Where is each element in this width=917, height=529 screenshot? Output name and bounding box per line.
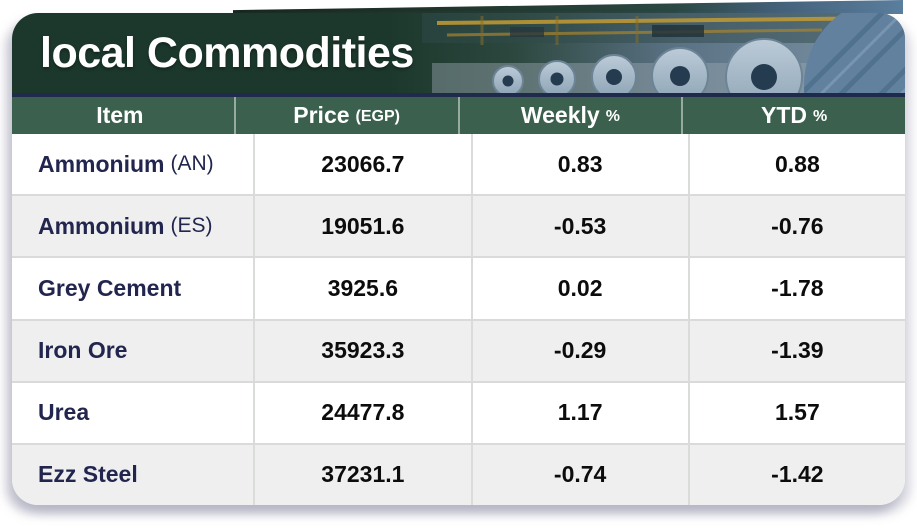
table-row: Ammonium (AN) 23066.7 0.83 0.88 bbox=[12, 134, 905, 195]
column-header-sublabel: % bbox=[605, 108, 620, 125]
price-cell: 37231.1 bbox=[255, 444, 473, 505]
price-cell: 23066.7 bbox=[255, 134, 473, 195]
table-row: Urea 24477.8 1.17 1.57 bbox=[12, 380, 905, 443]
item-cell: Ammonium (AN) bbox=[12, 134, 256, 195]
table-row: Iron Ore 35923.3 -0.29 -1.39 bbox=[12, 318, 905, 381]
item-name: Ammonium bbox=[38, 150, 165, 177]
price-cell: 35923.3 bbox=[255, 320, 473, 381]
banner: local Commodities bbox=[12, 13, 905, 93]
item-name: Ammonium bbox=[38, 212, 165, 239]
item-cell: Ammonium (ES) bbox=[12, 196, 256, 257]
table-body: Ammonium (AN) 23066.7 0.83 0.88 Ammonium… bbox=[12, 134, 905, 505]
item-cell: Ezz Steel bbox=[12, 444, 256, 505]
banner-divider bbox=[12, 93, 905, 97]
column-header-label: YTD bbox=[761, 102, 807, 128]
commodities-table-card: local Commodities Item Price (EGP) Weekl… bbox=[12, 13, 905, 505]
table-row: Ezz Steel 37231.1 -0.74 -1.42 bbox=[12, 442, 905, 505]
weekly-cell: 0.83 bbox=[473, 134, 690, 195]
weekly-cell: -0.74 bbox=[473, 444, 690, 505]
table-row: Grey Cement 3925.6 0.02 -1.78 bbox=[12, 256, 905, 319]
weekly-cell: -0.29 bbox=[473, 320, 690, 381]
item-suffix: (ES) bbox=[170, 214, 213, 238]
page-title: local Commodities bbox=[40, 28, 414, 77]
item-cell: Iron Ore bbox=[12, 320, 256, 381]
column-header-label: Item bbox=[96, 102, 144, 128]
ytd-cell: -1.39 bbox=[771, 337, 824, 364]
column-header-ytd: YTD % bbox=[683, 97, 905, 134]
price-cell: 3925.6 bbox=[255, 258, 473, 319]
table-header-row: Item Price (EGP) Weekly % YTD % bbox=[12, 97, 905, 134]
ytd-cell: 1.57 bbox=[774, 399, 820, 426]
item-suffix: (AN) bbox=[170, 152, 214, 176]
item-name: Grey Cement bbox=[38, 274, 182, 301]
ytd-cell: -1.42 bbox=[771, 461, 824, 488]
background-photo-strip bbox=[233, 0, 903, 14]
item-name: Ezz Steel bbox=[38, 461, 138, 488]
weekly-cell: -0.53 bbox=[473, 196, 690, 257]
table-row: Ammonium (ES) 19051.6 -0.53 -0.76 bbox=[12, 194, 905, 257]
column-header-label: Weekly bbox=[520, 102, 600, 128]
column-header-weekly: Weekly % bbox=[460, 97, 684, 134]
ytd-cell: -1.78 bbox=[771, 274, 824, 301]
column-header-price: Price (EGP) bbox=[236, 97, 460, 134]
column-header-sublabel: % bbox=[813, 108, 828, 125]
item-name: Iron Ore bbox=[38, 337, 128, 364]
column-header-item: Item bbox=[12, 97, 236, 134]
column-header-sublabel: (EGP) bbox=[355, 108, 400, 125]
weekly-cell: 0.02 bbox=[473, 258, 690, 319]
item-cell: Urea bbox=[12, 382, 256, 443]
column-header-label: Price bbox=[293, 102, 350, 128]
steel-coils-photo bbox=[12, 13, 905, 93]
weekly-cell: 1.17 bbox=[473, 382, 690, 443]
ytd-cell: -0.76 bbox=[771, 212, 824, 239]
item-name: Urea bbox=[38, 399, 90, 426]
item-cell: Grey Cement bbox=[12, 258, 256, 319]
price-cell: 24477.8 bbox=[255, 382, 473, 443]
price-cell: 19051.6 bbox=[255, 196, 473, 257]
ytd-cell: 0.88 bbox=[774, 150, 820, 177]
